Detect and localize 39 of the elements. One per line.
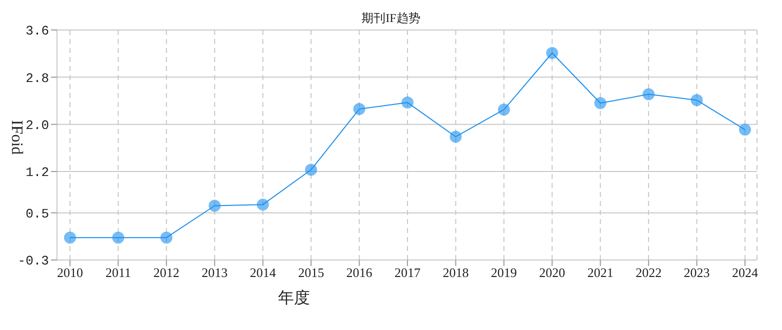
point bbox=[498, 104, 510, 116]
point bbox=[450, 130, 462, 143]
point bbox=[690, 94, 703, 106]
y-tick-label: 2.8 bbox=[26, 70, 49, 86]
point bbox=[594, 97, 606, 110]
x-tick-label: 2021 bbox=[587, 265, 614, 280]
y-tick-label: 2.0 bbox=[26, 118, 49, 133]
point bbox=[546, 47, 558, 59]
y-tick-label: 0.5 bbox=[26, 206, 49, 222]
x-axis-title: 年度 bbox=[278, 288, 310, 309]
point bbox=[642, 88, 655, 100]
x-tick-label: 2023 bbox=[684, 265, 710, 280]
point bbox=[739, 124, 751, 136]
y-tick-label: 3.6 bbox=[26, 24, 49, 39]
x-tick-label: 2013 bbox=[202, 265, 228, 280]
x-tick-label: 2011 bbox=[105, 265, 131, 280]
chart-title: 期刊IF趋势 bbox=[362, 11, 420, 25]
x-tick-label: 2014 bbox=[250, 265, 276, 280]
point bbox=[64, 232, 76, 244]
point bbox=[208, 200, 221, 212]
y-tick-label: -0.3 bbox=[18, 254, 49, 269]
x-tick-label: 2020 bbox=[539, 265, 566, 280]
x-tick-label: 2019 bbox=[490, 265, 517, 280]
x-tick-label: 2012 bbox=[153, 265, 180, 280]
x-tick-label: 2016 bbox=[346, 265, 373, 280]
point bbox=[305, 164, 318, 176]
point bbox=[353, 103, 366, 116]
point bbox=[112, 232, 124, 244]
x-tick-label: 2010 bbox=[57, 265, 83, 280]
y-tick-label: 1.2 bbox=[26, 165, 49, 180]
y-axis-title: IFoid bbox=[7, 120, 26, 155]
x-tick-label: 2024 bbox=[732, 265, 758, 280]
x-tick-label: 2015 bbox=[298, 265, 324, 280]
point bbox=[402, 96, 414, 109]
x-tick-label: 2017 bbox=[394, 265, 421, 280]
point bbox=[160, 232, 172, 244]
point bbox=[256, 198, 269, 211]
x-tick-label: 2022 bbox=[636, 265, 662, 280]
x-tick-label: 2018 bbox=[442, 265, 469, 280]
